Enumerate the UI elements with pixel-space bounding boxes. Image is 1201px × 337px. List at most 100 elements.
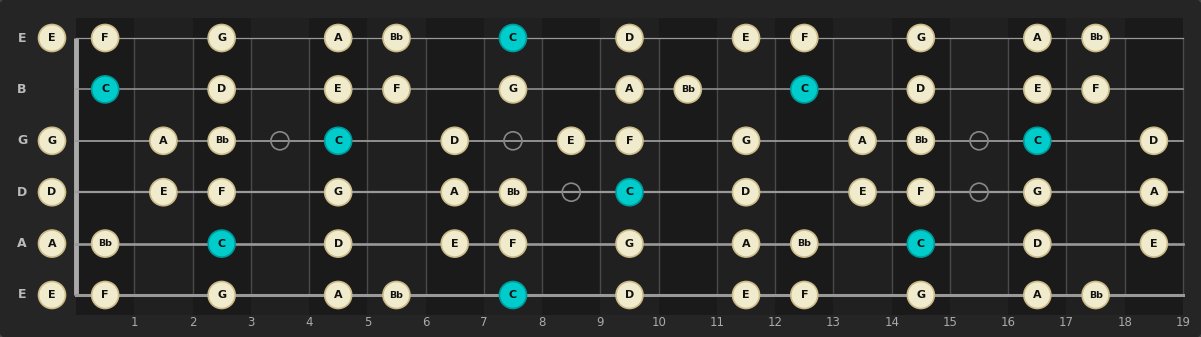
Text: G: G bbox=[217, 33, 226, 43]
Circle shape bbox=[733, 127, 759, 154]
Bar bbox=[76, 18, 135, 315]
Text: 6: 6 bbox=[422, 316, 429, 330]
Circle shape bbox=[441, 179, 468, 206]
Circle shape bbox=[907, 127, 934, 154]
Circle shape bbox=[324, 179, 352, 206]
Text: D: D bbox=[625, 33, 634, 43]
Text: 17: 17 bbox=[1059, 316, 1074, 330]
Circle shape bbox=[1141, 230, 1167, 257]
Text: Bb: Bb bbox=[1088, 290, 1103, 300]
Circle shape bbox=[1023, 25, 1051, 52]
Circle shape bbox=[38, 230, 66, 257]
Text: A: A bbox=[626, 84, 634, 94]
Text: D: D bbox=[1033, 239, 1042, 249]
Text: C: C bbox=[509, 33, 518, 43]
Circle shape bbox=[91, 25, 119, 52]
Circle shape bbox=[1023, 179, 1051, 206]
Text: Bb: Bb bbox=[389, 290, 404, 300]
Circle shape bbox=[790, 230, 818, 257]
Text: 8: 8 bbox=[538, 316, 545, 330]
Bar bbox=[775, 18, 833, 315]
Text: A: A bbox=[17, 237, 26, 250]
Bar bbox=[950, 18, 1008, 315]
Bar bbox=[1008, 18, 1066, 315]
Text: Bb: Bb bbox=[215, 136, 228, 145]
Text: G: G bbox=[47, 136, 56, 146]
Text: A: A bbox=[334, 33, 342, 43]
Text: Bb: Bb bbox=[681, 85, 694, 94]
Text: 5: 5 bbox=[364, 316, 371, 330]
Circle shape bbox=[1023, 76, 1051, 103]
Text: E: E bbox=[1034, 84, 1041, 94]
Text: G: G bbox=[1033, 187, 1042, 197]
Text: G: G bbox=[741, 136, 751, 146]
Text: 19: 19 bbox=[1176, 316, 1190, 330]
Bar bbox=[135, 18, 192, 315]
Bar bbox=[484, 18, 542, 315]
Circle shape bbox=[907, 179, 934, 206]
Bar bbox=[1125, 18, 1183, 315]
Bar bbox=[425, 18, 484, 315]
Circle shape bbox=[91, 230, 119, 257]
Circle shape bbox=[208, 25, 235, 52]
Circle shape bbox=[383, 76, 410, 103]
Text: C: C bbox=[217, 239, 226, 249]
Circle shape bbox=[208, 179, 235, 206]
Text: D: D bbox=[916, 84, 926, 94]
Circle shape bbox=[616, 281, 643, 308]
Circle shape bbox=[907, 281, 934, 308]
Text: 11: 11 bbox=[710, 316, 724, 330]
Circle shape bbox=[1023, 230, 1051, 257]
Text: E: E bbox=[334, 84, 342, 94]
Circle shape bbox=[208, 76, 235, 103]
Circle shape bbox=[150, 179, 177, 206]
Text: D: D bbox=[47, 187, 56, 197]
Bar bbox=[1066, 18, 1125, 315]
Text: C: C bbox=[916, 239, 925, 249]
Bar bbox=[309, 18, 368, 315]
Text: G: G bbox=[334, 187, 342, 197]
Circle shape bbox=[383, 281, 410, 308]
Text: G: G bbox=[916, 290, 926, 300]
Circle shape bbox=[324, 230, 352, 257]
Text: G: G bbox=[217, 290, 226, 300]
Text: F: F bbox=[801, 290, 808, 300]
Circle shape bbox=[849, 127, 876, 154]
Text: 12: 12 bbox=[767, 316, 783, 330]
Text: 1: 1 bbox=[131, 316, 138, 330]
Circle shape bbox=[849, 179, 876, 206]
Bar bbox=[368, 18, 425, 315]
Circle shape bbox=[1082, 281, 1109, 308]
Text: C: C bbox=[626, 187, 634, 197]
Circle shape bbox=[790, 76, 818, 103]
Circle shape bbox=[616, 230, 643, 257]
Circle shape bbox=[674, 76, 701, 103]
Circle shape bbox=[790, 281, 818, 308]
Text: 15: 15 bbox=[943, 316, 957, 330]
Text: Bb: Bb bbox=[506, 188, 520, 197]
Bar bbox=[717, 18, 775, 315]
Bar bbox=[833, 18, 891, 315]
Circle shape bbox=[616, 179, 643, 206]
Text: 18: 18 bbox=[1117, 316, 1133, 330]
Circle shape bbox=[441, 127, 468, 154]
Circle shape bbox=[38, 127, 66, 154]
Text: G: G bbox=[17, 134, 28, 147]
Bar bbox=[542, 18, 600, 315]
Circle shape bbox=[500, 230, 526, 257]
Text: D: D bbox=[741, 187, 751, 197]
Circle shape bbox=[91, 281, 119, 308]
Circle shape bbox=[38, 25, 66, 52]
Circle shape bbox=[1023, 127, 1051, 154]
Circle shape bbox=[324, 76, 352, 103]
Bar bbox=[658, 18, 717, 315]
Circle shape bbox=[1023, 281, 1051, 308]
Bar bbox=[891, 18, 950, 315]
Text: E: E bbox=[160, 187, 167, 197]
Text: A: A bbox=[1033, 290, 1041, 300]
Text: Bb: Bb bbox=[389, 33, 404, 42]
Text: 9: 9 bbox=[597, 316, 604, 330]
Text: 7: 7 bbox=[480, 316, 488, 330]
Circle shape bbox=[616, 25, 643, 52]
Text: A: A bbox=[450, 187, 459, 197]
